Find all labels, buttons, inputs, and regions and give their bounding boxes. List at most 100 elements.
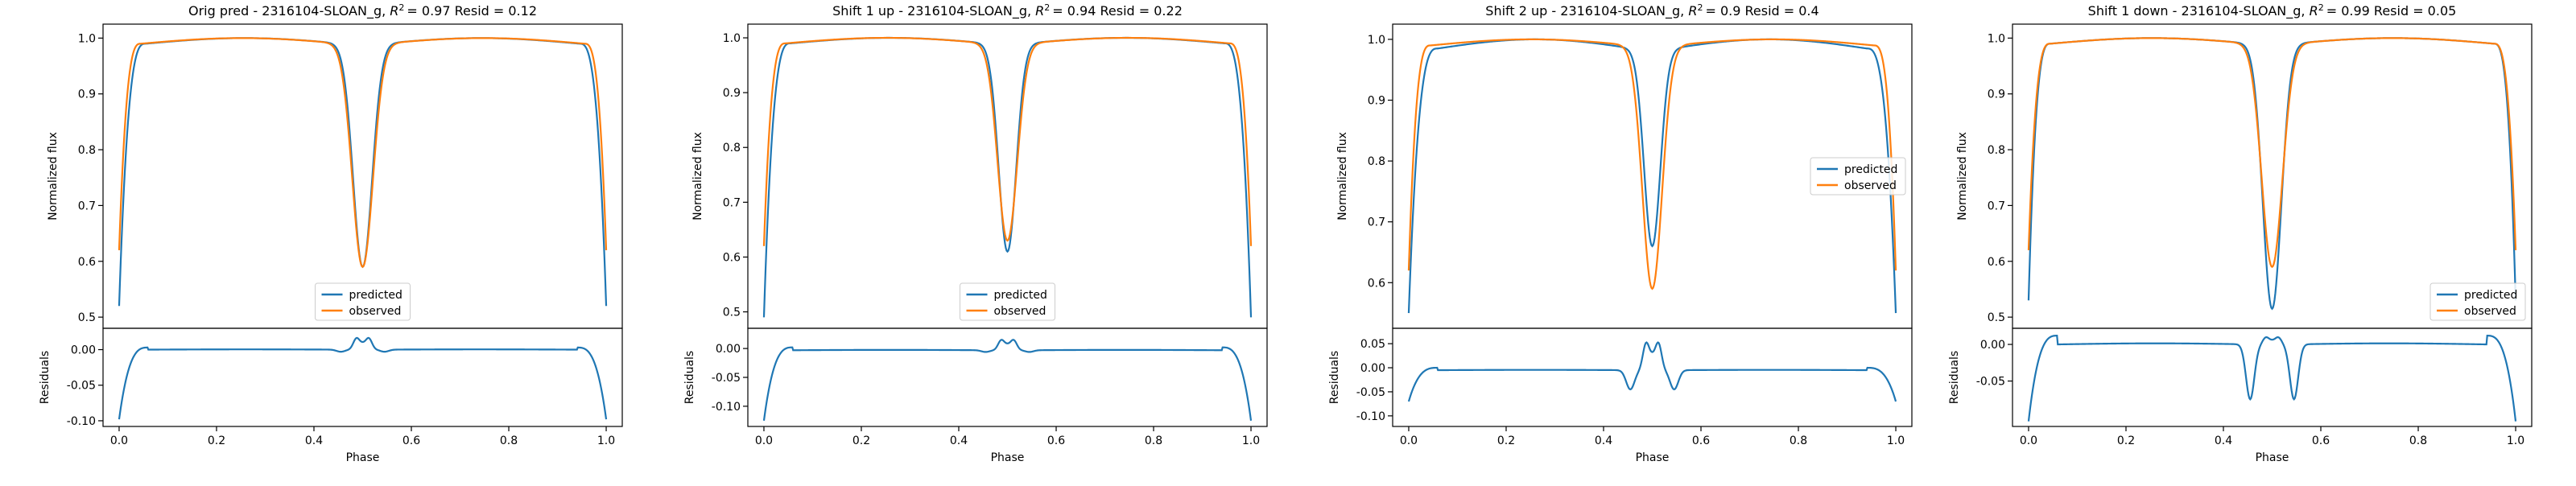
legend-label-observed: observed: [2464, 305, 2516, 318]
resid-y-tick-label: -0.05: [67, 380, 96, 393]
resid-y-axis-label: Residuals: [683, 351, 696, 404]
y-tick-label: 1.0: [1368, 34, 1385, 47]
x-tick-label: 0.8: [2409, 435, 2427, 447]
resid-y-tick-label: -0.05: [1976, 376, 2005, 389]
x-tick-label: 0.2: [2117, 435, 2135, 447]
chart-title-stats: = 0.9 Resid = 0.4: [1705, 3, 1818, 19]
y-axis-label: Normalized flux: [47, 132, 60, 220]
y-tick-label: 1.0: [723, 32, 741, 45]
x-tick-label: 0.8: [500, 435, 518, 447]
y-tick-label: 1.0: [78, 32, 96, 45]
legend-label-observed: observed: [1844, 179, 1897, 192]
legend: predicted observed: [1810, 157, 1906, 196]
x-tick-label: 0.2: [852, 435, 870, 447]
y-tick-label: 0.6: [1368, 277, 1385, 290]
series-line-predicted: [1407, 38, 1897, 314]
legend-label-predicted: predicted: [1844, 163, 1897, 176]
legend-label-predicted: predicted: [994, 289, 1047, 302]
x-tick-label: 0.6: [1047, 435, 1065, 447]
series-line-observed: [762, 36, 1253, 246]
y-tick-label: 0.5: [723, 307, 741, 319]
x-tick-label: 0.4: [1595, 435, 1612, 447]
x-tick-label: 1.0: [1887, 435, 1905, 447]
chart-title: Orig pred - 2316104-SLOAN_g, R2 = 0.97 Re…: [188, 2, 537, 20]
chart-title: Shift 2 up - 2316104-SLOAN_g, R2 = 0.9 Re…: [1485, 2, 1818, 20]
chart-title-superscript: 2: [2318, 2, 2324, 13]
flux-axes-frame: [747, 23, 1268, 329]
x-tick-label: 0.6: [1692, 435, 1710, 447]
x-tick-label: 0.4: [950, 435, 968, 447]
chart-title-r-symbol: R: [1035, 3, 1044, 19]
y-tick-label: 0.8: [723, 142, 741, 154]
resid-y-tick-label: 0.00: [71, 344, 96, 357]
x-tick-label: 0.6: [2312, 435, 2330, 447]
x-axis-label: Phase: [1636, 451, 1670, 464]
y-tick-label: 0.9: [78, 89, 96, 101]
resid-y-tick-label: 0.00: [716, 343, 741, 356]
x-tick-label: 1.0: [2507, 435, 2524, 447]
series-line-predicted: [762, 36, 1253, 318]
residual-line: [2027, 335, 2517, 422]
chart-title-superscript: 2: [1697, 2, 1703, 13]
chart-panel-1: Orig pred - 2316104-SLOAN_g, R2 = 0.97 Re…: [39, 2, 623, 464]
x-tick-label: 0.8: [1790, 435, 1807, 447]
resid-y-tick-label: 0.05: [1360, 338, 1385, 351]
series-line-predicted: [2027, 37, 2517, 311]
chart-title-superscript: 2: [398, 2, 404, 13]
chart-title-prefix: Shift 1 down - 2316104-SLOAN_g,: [2088, 3, 2310, 19]
series-line-observed: [2027, 37, 2517, 269]
resid-y-tick-label: -0.05: [1356, 386, 1385, 399]
resid-y-axis-label: Residuals: [1328, 351, 1341, 404]
x-tick-label: 1.0: [1242, 435, 1260, 447]
x-tick-label: 0.2: [208, 435, 225, 447]
resid-y-axis-label: Residuals: [39, 351, 52, 404]
chart-title-stats: = 0.99 Resid = 0.05: [2326, 3, 2457, 19]
resid-y-axis-label: Residuals: [1948, 351, 1961, 404]
chart-title-prefix: Shift 2 up - 2316104-SLOAN_g,: [1485, 3, 1688, 19]
y-tick-label: 0.7: [78, 200, 96, 212]
chart-title-stats: = 0.94 Resid = 0.22: [1052, 3, 1183, 19]
y-tick-label: 0.6: [78, 256, 96, 269]
chart-title-prefix: Orig pred - 2316104-SLOAN_g,: [188, 3, 390, 19]
y-axis-label: Normalized flux: [1956, 132, 1969, 220]
series-line-observed: [1407, 38, 1897, 290]
y-tick-label: 0.6: [1988, 256, 2005, 269]
x-axis-label: Phase: [346, 451, 380, 464]
chart-title-r-symbol: R: [390, 3, 398, 19]
legend: predicted observed: [2429, 282, 2526, 321]
chart-title-stats: = 0.97 Resid = 0.12: [407, 3, 537, 19]
chart-title: Shift 1 up - 2316104-SLOAN_g, R2 = 0.94 R…: [832, 2, 1183, 20]
residual-axes-frame: [1392, 327, 1913, 427]
resid-y-tick-label: -0.10: [1356, 410, 1385, 423]
legend-label-observed: observed: [994, 305, 1046, 318]
y-axis-label: Normalized flux: [691, 132, 704, 220]
x-tick-label: 0.0: [110, 435, 128, 447]
x-tick-label: 0.4: [2215, 435, 2232, 447]
series-line-observed: [118, 37, 608, 269]
y-tick-label: 0.9: [1988, 89, 2005, 101]
y-tick-label: 0.7: [1988, 200, 2005, 212]
legend: predicted observed: [315, 282, 411, 321]
x-tick-label: 0.0: [1400, 435, 1418, 447]
resid-y-tick-label: -0.10: [67, 415, 96, 428]
legend: predicted observed: [960, 282, 1055, 321]
y-tick-label: 0.9: [1368, 95, 1385, 108]
legend-label-predicted: predicted: [349, 289, 402, 302]
legend-label-predicted: predicted: [2464, 289, 2517, 302]
chart-panel-2: Shift 1 up - 2316104-SLOAN_g, R2 = 0.94 R…: [683, 2, 1268, 464]
x-tick-label: 0.6: [402, 435, 420, 447]
y-tick-label: 0.7: [1368, 216, 1385, 229]
x-tick-label: 0.2: [1497, 435, 1515, 447]
resid-y-tick-label: 0.00: [1360, 362, 1385, 375]
x-tick-label: 0.4: [305, 435, 323, 447]
chart-title-superscript: 2: [1044, 2, 1050, 13]
y-tick-label: 0.7: [723, 196, 741, 209]
x-tick-label: 0.0: [755, 435, 773, 447]
chart-panel-3: Shift 2 up - 2316104-SLOAN_g, R2 = 0.9 Re…: [1328, 2, 1913, 464]
chart-title: Shift 1 down - 2316104-SLOAN_g, R2 = 0.99…: [2088, 2, 2457, 20]
chart-title-r-symbol: R: [2310, 3, 2318, 19]
x-tick-label: 0.8: [1145, 435, 1162, 447]
residual-line: [118, 336, 608, 420]
